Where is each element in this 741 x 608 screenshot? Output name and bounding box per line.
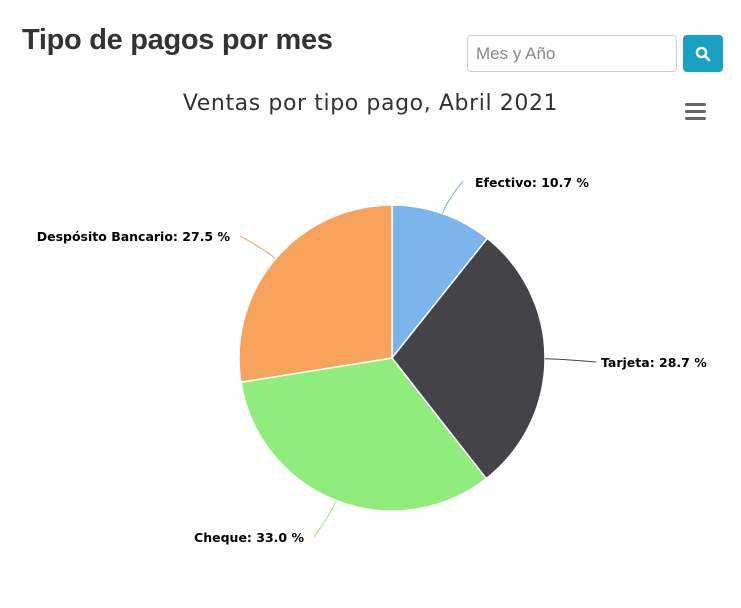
search-icon [695, 46, 711, 61]
chart-title: Ventas por tipo pago, Abril 2021 [182, 91, 559, 116]
data-label-desposito-bancario: Despósito Bancario: 27.5 % [37, 229, 231, 244]
chart-menu-button[interactable] [682, 100, 710, 124]
data-label-tarjeta: Tarjeta: 28.7 % [601, 355, 707, 370]
hamburger-menu-icon [685, 103, 706, 120]
search-button[interactable] [683, 35, 723, 72]
data-label-efectivo: Efectivo: 10.7 % [475, 175, 589, 190]
connector-desposito-bancario [239, 235, 276, 260]
pie-slice-tarjeta[interactable] [391, 237, 546, 480]
page-title: Tipo de pagos por mes [22, 24, 333, 56]
connector-cheque [313, 500, 337, 538]
month-year-input[interactable] [467, 35, 677, 72]
connector-tarjeta [544, 358, 597, 363]
pie-slice-desposito-bancario[interactable] [238, 204, 393, 383]
data-label-cheque: Cheque: 33.0 % [194, 530, 304, 545]
connector-efectivo [442, 180, 464, 214]
pie-slice-cheque[interactable] [240, 357, 487, 512]
